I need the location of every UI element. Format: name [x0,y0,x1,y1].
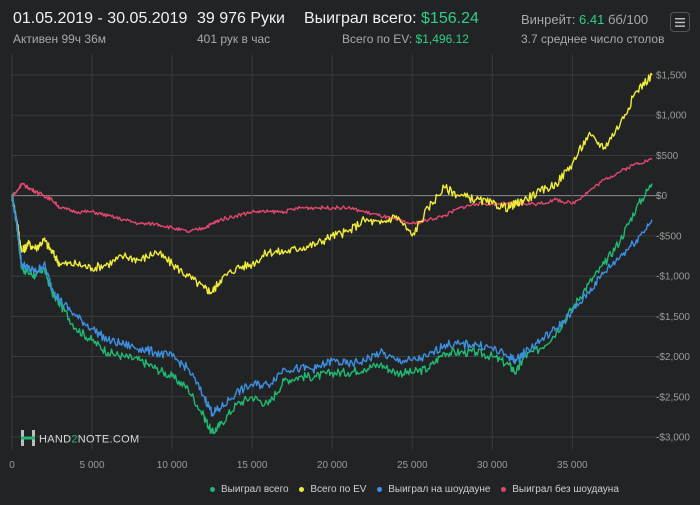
winrate-label: Винрейт: [521,12,576,27]
hamburger-lines [675,17,685,27]
y-tick-label: -$2,500 [656,392,690,403]
y-tick-label: $1,000 [656,111,687,122]
legend-dot-ev [299,486,305,492]
x-tick-label: 5 000 [80,460,105,471]
legend-item-nonshowdown[interactable]: Выиграл без шоудауна [501,484,619,495]
x-tick-label: 15 000 [237,460,268,471]
date-range: 01.05.2019 - 30.05.2019 [13,10,188,27]
legend-dot-showdown [377,486,383,492]
y-tick-label: -$1,500 [656,312,690,323]
winrate-unit: бб/100 [607,12,649,27]
logo-text-b: 2 [71,433,78,446]
total-ev: Всего по EV: $1,496.12 [342,32,469,46]
chart-legend: Выиграл всего Всего по EV Выиграл на шоу… [210,484,627,498]
y-tick-label: $1,500 [656,71,687,82]
legend-label-showdown: Выиграл на шоудауне [388,484,491,495]
total-ev-value: $1,496.12 [415,32,469,46]
hand2note-logo: HAND2NOTE.COM [21,430,139,449]
total-won: Выиграл всего: $156.24 [304,10,479,28]
total-won-value: $156.24 [421,10,479,27]
logo-text-c: NOTE.COM [77,433,140,446]
winrate-value: 6.41 [579,12,605,27]
x-tick-label: 20 000 [317,460,348,471]
grid-lines [11,55,660,449]
y-tick-label: -$3,000 [656,433,690,444]
legend-item-ev[interactable]: Всего по EV [299,484,366,495]
x-tick-label: 0 [9,460,15,471]
active-time: Активен 99ч 36м [13,32,106,46]
legend-dot-won [210,486,215,492]
legend-label-ev: Всего по EV [310,484,367,495]
series-lines [11,72,653,435]
series-line-1 [11,72,653,295]
hamburger-menu-icon[interactable] [670,12,690,32]
y-tick-label: $500 [656,151,679,162]
total-ev-label: Всего по EV: [342,32,413,46]
hands-per-hour: 401 рук в час [197,32,271,46]
legend-item-showdown[interactable]: Выиграл на шоудауне [377,484,490,495]
y-axis-ticks: $1,500 $1,000 $500 $0 -$500 -$1,000 -$1,500 -$2… [656,71,690,444]
legend-label-won: Выиграл всего [221,484,289,495]
x-tick-label: 35 000 [557,460,588,471]
y-tick-label: $0 [656,191,668,202]
hands-count: 39 976 Руки [197,10,285,27]
total-won-label: Выиграл всего: [304,10,417,27]
y-tick-label: -$1,000 [656,272,690,283]
legend-label-nonshowdown: Выиграл без шоудауна [512,484,619,495]
y-tick-label: -$2,000 [656,352,690,363]
series-line-2 [11,195,653,417]
winrate: Винрейт: 6.41 бб/100 [521,12,648,27]
x-tick-label: 25 000 [397,460,428,471]
y-tick-label: -$500 [656,231,682,242]
x-axis-ticks: 0 5 000 10 000 15 000 20 000 25 000 30 000 35 0… [9,460,588,471]
series-line-3 [11,157,653,234]
avg-tables: 3.7 среднее число столов [521,32,665,46]
legend-dot-nonshowdown [501,486,507,492]
x-tick-label: 30 000 [477,460,508,471]
legend-item-won[interactable]: Выиграл всего [210,484,289,495]
hand2note-logo-icon [21,430,35,449]
logo-text-a: HAND [39,433,72,446]
stats-header: 01.05.2019 - 30.05.2019 Активен 99ч 36м … [0,0,700,56]
x-tick-label: 10 000 [157,460,188,471]
